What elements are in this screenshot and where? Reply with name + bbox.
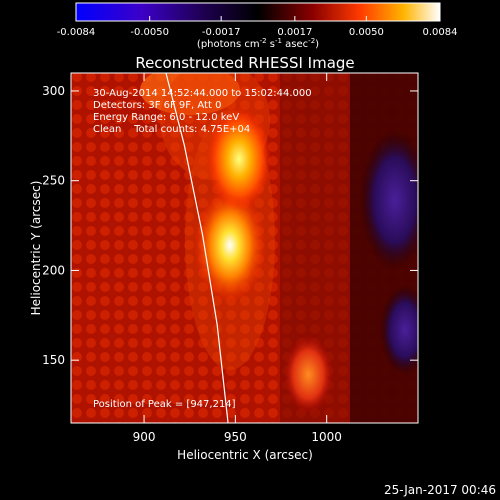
colorbar: -0.0084 -0.0050 -0.0017 0.0017 0.0050 0.0084 … xyxy=(57,2,458,50)
x-tick-label: 950 xyxy=(224,430,247,444)
colorbar-tick-label: -0.0017 xyxy=(202,27,241,38)
x-axis-label: Heliocentric X (arcsec) xyxy=(177,448,313,462)
colorbar-tick-label: 0.0050 xyxy=(349,27,384,38)
chart-title: Reconstructed RHESSI Image xyxy=(135,54,354,72)
y-tick-label: 200 xyxy=(42,263,65,277)
x-tick-label: 900 xyxy=(133,430,156,444)
annotation-energy: Energy Range: 6.0 - 12.0 keV xyxy=(93,112,239,123)
annotations: 30-Aug-2014 14:52:44.000 to 15:02:44.000… xyxy=(93,88,312,410)
emission-source xyxy=(193,187,266,304)
y-tick-label: 250 xyxy=(42,174,65,188)
sources xyxy=(193,107,334,415)
emission-source xyxy=(206,107,272,211)
timestamp: 25-Jan-2017 00:46 xyxy=(384,483,496,497)
colorbar-tick-label: 0.0017 xyxy=(277,27,312,38)
annotation-peak: Position of Peak = [947,214] xyxy=(93,399,236,410)
annotation-clean: Clean Total counts: 4.75E+04 xyxy=(93,124,250,135)
x-tick-label: 1000 xyxy=(311,430,342,444)
x-axis-ticks: 900 950 1000 xyxy=(133,73,342,444)
colorbar-tick-label: 0.0084 xyxy=(423,27,458,38)
plot-frame xyxy=(70,72,419,424)
y-tick-label: 150 xyxy=(42,353,65,367)
y-axis-ticks: 150 200 250 300 xyxy=(42,84,418,367)
annotation-detectors: Detectors: 3F 6F 9F, Att 0 xyxy=(93,100,221,111)
solar-limb-curve xyxy=(165,73,229,423)
colorbar-ticks: -0.0084 -0.0050 -0.0017 0.0017 0.0050 0.0084 xyxy=(57,16,458,38)
colorbar-tick-label: -0.0050 xyxy=(130,27,169,38)
y-tick-label: 300 xyxy=(42,84,65,98)
colorbar-tick-label: -0.0084 xyxy=(57,27,96,38)
colorbar-gradient xyxy=(75,2,441,22)
y-axis-label: Heliocentric Y (arcsec) xyxy=(29,181,43,316)
heatmap-image xyxy=(71,73,418,423)
colorbar-label: (photons cm-2 s-1 asec-2) xyxy=(197,37,319,50)
emission-source xyxy=(282,334,334,415)
annotation-time-range: 30-Aug-2014 14:52:44.000 to 15:02:44.000 xyxy=(93,88,312,99)
